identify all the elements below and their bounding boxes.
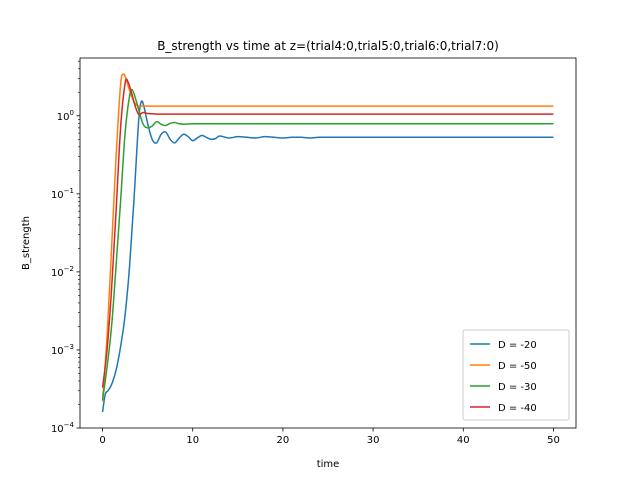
y-tick-base: 10 bbox=[51, 268, 64, 279]
y-tick-exponent: −2 bbox=[64, 265, 74, 273]
y-tick-exponent: −3 bbox=[64, 343, 74, 351]
y-tick-base: 10 bbox=[51, 346, 64, 357]
y-tick-base: 10 bbox=[51, 424, 64, 435]
series-line bbox=[101, 73, 554, 402]
series-line bbox=[101, 78, 554, 388]
y-tick-label: 10−1 bbox=[51, 187, 74, 201]
axes-frame bbox=[79, 57, 577, 429]
y-tick-base: 10 bbox=[51, 190, 64, 201]
series-line bbox=[101, 100, 554, 413]
y-tick-label: 10−3 bbox=[51, 343, 74, 357]
y-tick-exponent: 0 bbox=[70, 109, 74, 117]
legend-label: D = -50 bbox=[498, 361, 537, 372]
legend: D = -20 D = -50 D = -30 D = -40 bbox=[462, 329, 570, 421]
y-tick-label: 10−4 bbox=[51, 421, 75, 435]
x-axis-ticks: 0 10 20 30 40 50 bbox=[99, 428, 560, 446]
legend-label: D = -20 bbox=[498, 340, 537, 351]
series-line bbox=[101, 88, 554, 400]
series-layer bbox=[101, 73, 554, 413]
y-tick-label: 10−2 bbox=[51, 265, 74, 279]
x-axis-label: time bbox=[317, 459, 340, 470]
legend-box bbox=[462, 329, 570, 421]
chart-title: B_strength vs time at z=(trial4:0,trial5… bbox=[157, 39, 499, 53]
y-tick-label: 100 bbox=[57, 109, 74, 123]
x-tick-label: 10 bbox=[186, 435, 199, 446]
y-tick-base: 10 bbox=[57, 112, 70, 123]
x-tick-label: 50 bbox=[547, 435, 560, 446]
legend-label: D = -30 bbox=[498, 382, 537, 393]
plot-area bbox=[79, 57, 577, 429]
x-tick-label: 40 bbox=[457, 435, 470, 446]
x-tick-label: 30 bbox=[367, 435, 380, 446]
y-axis-label: B_strength bbox=[21, 216, 32, 270]
x-tick-label: 0 bbox=[99, 435, 105, 446]
y-tick-exponent: −1 bbox=[64, 187, 74, 195]
y-tick-exponent: −4 bbox=[64, 421, 75, 429]
legend-label: D = -40 bbox=[498, 403, 537, 414]
x-tick-label: 20 bbox=[277, 435, 290, 446]
